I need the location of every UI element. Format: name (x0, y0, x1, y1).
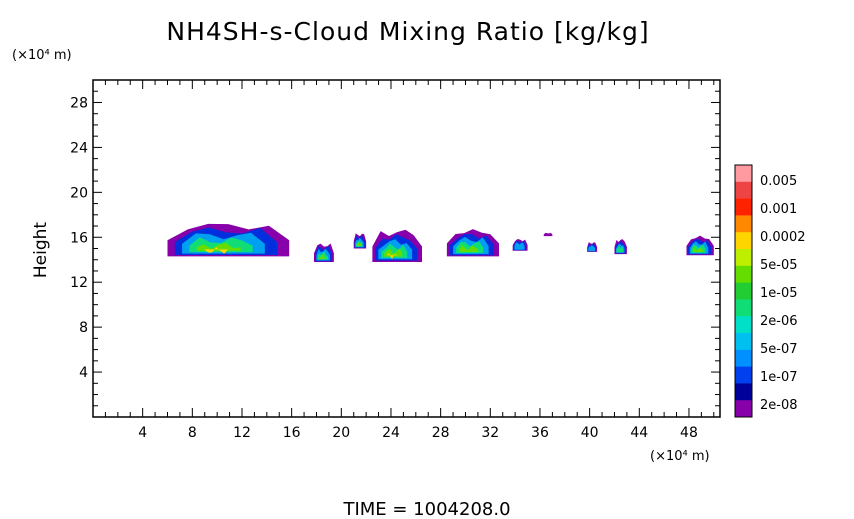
cloud-blob (167, 223, 290, 257)
colorbar-swatch (735, 349, 752, 368)
colorbar-label: 2e-08 (760, 398, 798, 413)
x-tick-label: 4 (138, 425, 147, 441)
cloud-field (167, 223, 714, 262)
cloud-blob (512, 239, 528, 251)
cloud-contour (318, 254, 326, 259)
colorbar-label: 0.005 (760, 174, 797, 189)
colorbar-swatch (735, 265, 752, 284)
y-axis-label: Height (31, 222, 51, 279)
colorbar-frame (734, 164, 753, 418)
cloud-blob (587, 242, 598, 252)
y-tick-label: 12 (70, 275, 88, 291)
x-tick-label: 44 (630, 425, 648, 441)
x-tick-label: 40 (581, 425, 599, 441)
colorbar-label: 2e-06 (760, 314, 798, 329)
cloud-contour (356, 242, 362, 246)
colorbar-swatch (735, 316, 752, 334)
colorbar-label: 0.0002 (760, 230, 806, 245)
cloud-contour (543, 232, 553, 237)
cloud-blob (686, 235, 714, 256)
colorbar-swatch (735, 165, 752, 183)
colorbar-swatch (735, 249, 752, 267)
cloud-blob (543, 232, 553, 237)
y-tick-label: 20 (70, 185, 88, 201)
colorbar: 0.005 0.001 0.0002 5e-05 1e-05 2e-06 5e-07 1e-0… (734, 164, 806, 418)
colorbar-swatch (735, 333, 752, 351)
y-tick-label: 8 (79, 320, 88, 336)
y-tick-label: 28 (70, 95, 88, 111)
cloud-contour (196, 242, 241, 251)
cloud-contour (693, 247, 703, 253)
colorbar-swatch (735, 366, 752, 384)
cloud-contour (514, 242, 525, 250)
x-tick-label: 12 (233, 425, 251, 441)
x-tick-label: 16 (283, 425, 301, 441)
y-unit-label: (×10⁴ m) (12, 48, 72, 63)
colorbar-swatch (735, 198, 752, 216)
x-tick-label: 20 (332, 425, 350, 441)
x-tick-label: 24 (382, 425, 400, 441)
x-tick-label: 32 (481, 425, 499, 441)
colorbar-label: 1e-07 (760, 370, 798, 385)
cloud-contour (387, 252, 398, 260)
x-tick-label: 28 (432, 425, 450, 441)
time-footer: TIME = 1004208.0 (342, 499, 510, 519)
colorbar-swatch (735, 181, 752, 200)
x-unit-label: (×10⁴ m) (650, 449, 710, 464)
cloud-blob (614, 239, 627, 255)
cloud-contour (203, 247, 229, 254)
y-tick-label: 16 (70, 230, 88, 246)
colorbar-swatch (735, 299, 752, 317)
chart-title: NH4SH-s-Cloud Mixing Ratio [kg/kg] (166, 17, 649, 46)
x-tick-label: 48 (680, 425, 698, 441)
cloud-blob (314, 243, 334, 262)
cloud-blob (372, 229, 423, 262)
cloud-contour (588, 245, 596, 252)
cloud-contour (616, 245, 624, 253)
colorbar-swatch (735, 282, 752, 300)
colorbar-label: 0.001 (760, 202, 797, 217)
colorbar-label: 1e-05 (760, 286, 798, 301)
x-tick-label: 8 (188, 425, 197, 441)
y-tick-label: 4 (79, 365, 88, 381)
colorbar-swatch (735, 383, 752, 401)
colorbar-swatch (735, 215, 752, 233)
cloud-blob (446, 229, 499, 257)
x-tick-label: 36 (531, 425, 549, 441)
colorbar-swatch (735, 400, 752, 418)
colorbar-label: 5e-07 (760, 342, 798, 357)
plot-frame (92, 79, 721, 418)
colorbar-swatch (735, 232, 752, 250)
cloud-contour (459, 244, 479, 252)
colorbar-label: 5e-05 (760, 258, 798, 273)
y-tick-label: 24 (70, 140, 88, 156)
cloud-blob (353, 233, 367, 249)
